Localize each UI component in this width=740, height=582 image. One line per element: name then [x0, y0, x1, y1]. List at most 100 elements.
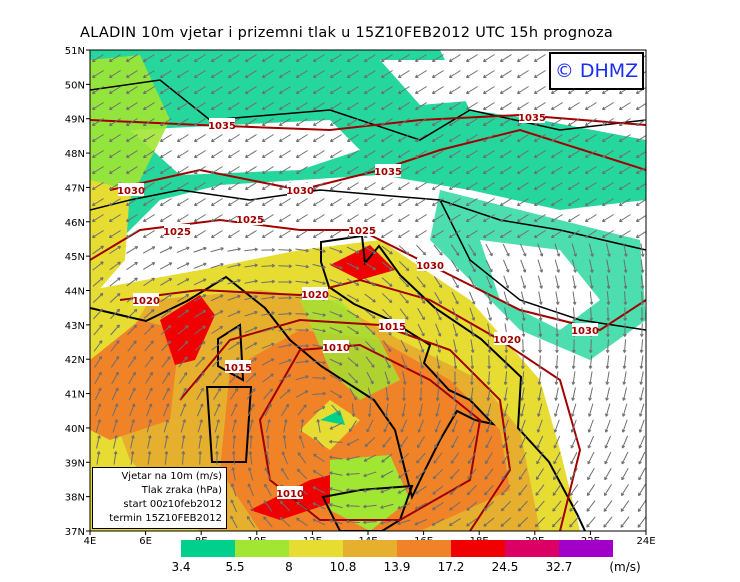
wind-arrow: [414, 102, 427, 110]
wind-arrow: [397, 54, 410, 62]
wind-arrow: [555, 339, 559, 353]
wind-arrow: [296, 501, 308, 511]
wind-arrow: [210, 214, 223, 222]
wind-arrow: [193, 294, 207, 302]
wind-arrow: [434, 292, 442, 305]
wind-arrow: [177, 340, 189, 352]
wind-arrow: [380, 182, 393, 190]
wind-arrow: [366, 371, 374, 385]
wind-arrow: [364, 293, 376, 303]
svg-text:1035: 1035: [374, 167, 402, 178]
wind-arrow: [312, 502, 326, 510]
wind-arrow: [159, 262, 173, 270]
wind-arrow: [159, 246, 173, 254]
svg-text:1030: 1030: [286, 186, 314, 197]
wind-arrow: [431, 166, 444, 174]
wind-arrow: [347, 325, 360, 335]
wind-arrow: [295, 390, 309, 398]
wind-arrow: [329, 263, 343, 270]
wind-arrow: [520, 259, 527, 273]
wind-arrow: [227, 70, 240, 78]
wind-arrow: [452, 387, 457, 401]
wind-arrow: [125, 198, 138, 206]
dhmz-logo: © DHMZ: [549, 52, 644, 90]
wind-arrow: [176, 54, 189, 62]
wind-arrow: [555, 291, 560, 305]
wind-arrow: [110, 356, 120, 368]
wind-arrow: [278, 150, 291, 158]
wind-arrow: [261, 102, 274, 110]
wind-arrow: [125, 54, 138, 62]
lat-label: 39N: [65, 458, 85, 469]
wind-arrow: [329, 247, 343, 254]
wind-arrow: [346, 456, 360, 461]
wind-arrow: [160, 278, 173, 286]
lat-label: 49N: [65, 115, 85, 126]
wind-arrow: [281, 451, 288, 465]
wind-arrow: [193, 118, 206, 126]
wind-arrow: [363, 150, 376, 158]
wind-arrow: [537, 403, 543, 417]
wind-arrow: [398, 261, 410, 272]
wind-arrow: [163, 403, 170, 417]
wind-arrow: [143, 324, 155, 336]
wind-arrow: [329, 311, 343, 318]
wind-arrow: [363, 488, 377, 493]
wind-arrow: [312, 312, 326, 317]
wind-arrow: [482, 150, 495, 158]
wind-arrow: [176, 214, 189, 222]
lat-label: 47N: [65, 183, 85, 194]
wind-arrow: [261, 230, 274, 238]
wind-arrow: [176, 166, 189, 174]
wind-arrow: [499, 134, 512, 142]
wind-arrow: [194, 325, 206, 335]
wind-arrow: [244, 310, 258, 317]
svg-text:1020: 1020: [132, 296, 160, 307]
wind-arrow: [329, 102, 342, 110]
wind-arrow: [485, 243, 493, 257]
wind-arrow: [416, 452, 426, 464]
wind-arrow: [176, 182, 189, 190]
wind-arrow: [469, 371, 474, 385]
wind-arrow: [380, 86, 393, 94]
wind-arrow: [363, 182, 376, 190]
wind-arrow: [469, 323, 475, 337]
wind-arrow: [382, 340, 392, 352]
wind-arrow: [499, 182, 512, 190]
wind-arrow: [312, 214, 325, 222]
wind-arrow: [485, 419, 492, 433]
wind-arrow: [346, 519, 360, 524]
lat-label: 43N: [65, 321, 85, 332]
wind-arrow: [603, 500, 613, 512]
wind-arrow: [398, 452, 410, 464]
wind-arrow: [380, 487, 394, 494]
wind-arrow: [550, 198, 563, 206]
wind-arrow: [312, 328, 326, 333]
wind-arrow: [601, 198, 614, 206]
wind-arrow: [554, 371, 559, 385]
wind-arrow: [194, 341, 206, 351]
wind-arrow: [431, 134, 444, 142]
wind-arrow: [605, 339, 610, 353]
isobar-label: 1015: [224, 360, 252, 374]
wind-arrow: [431, 54, 444, 62]
wind-arrow: [536, 435, 544, 449]
wind-arrow: [601, 118, 614, 126]
wind-arrow: [329, 166, 342, 174]
wind-arrow: [418, 387, 423, 401]
wind-arrow: [399, 276, 410, 288]
wind-arrow: [346, 86, 359, 94]
wind-arrow: [516, 54, 529, 62]
wind-arrow: [466, 484, 478, 496]
wind-arrow: [518, 484, 528, 496]
map-title: ALADIN 10m vjetar i prizemni tlak u 15Z1…: [80, 25, 614, 41]
colorbar-swatch: [181, 540, 235, 557]
wind-arrow: [431, 86, 444, 94]
wind-arrow: [482, 198, 495, 206]
wind-arrow: [92, 261, 104, 271]
wind-arrow: [638, 403, 645, 417]
wind-arrow: [516, 182, 529, 190]
wind-arrow: [177, 309, 189, 319]
wind-arrow: [265, 451, 270, 465]
wind-arrow: [380, 214, 393, 222]
